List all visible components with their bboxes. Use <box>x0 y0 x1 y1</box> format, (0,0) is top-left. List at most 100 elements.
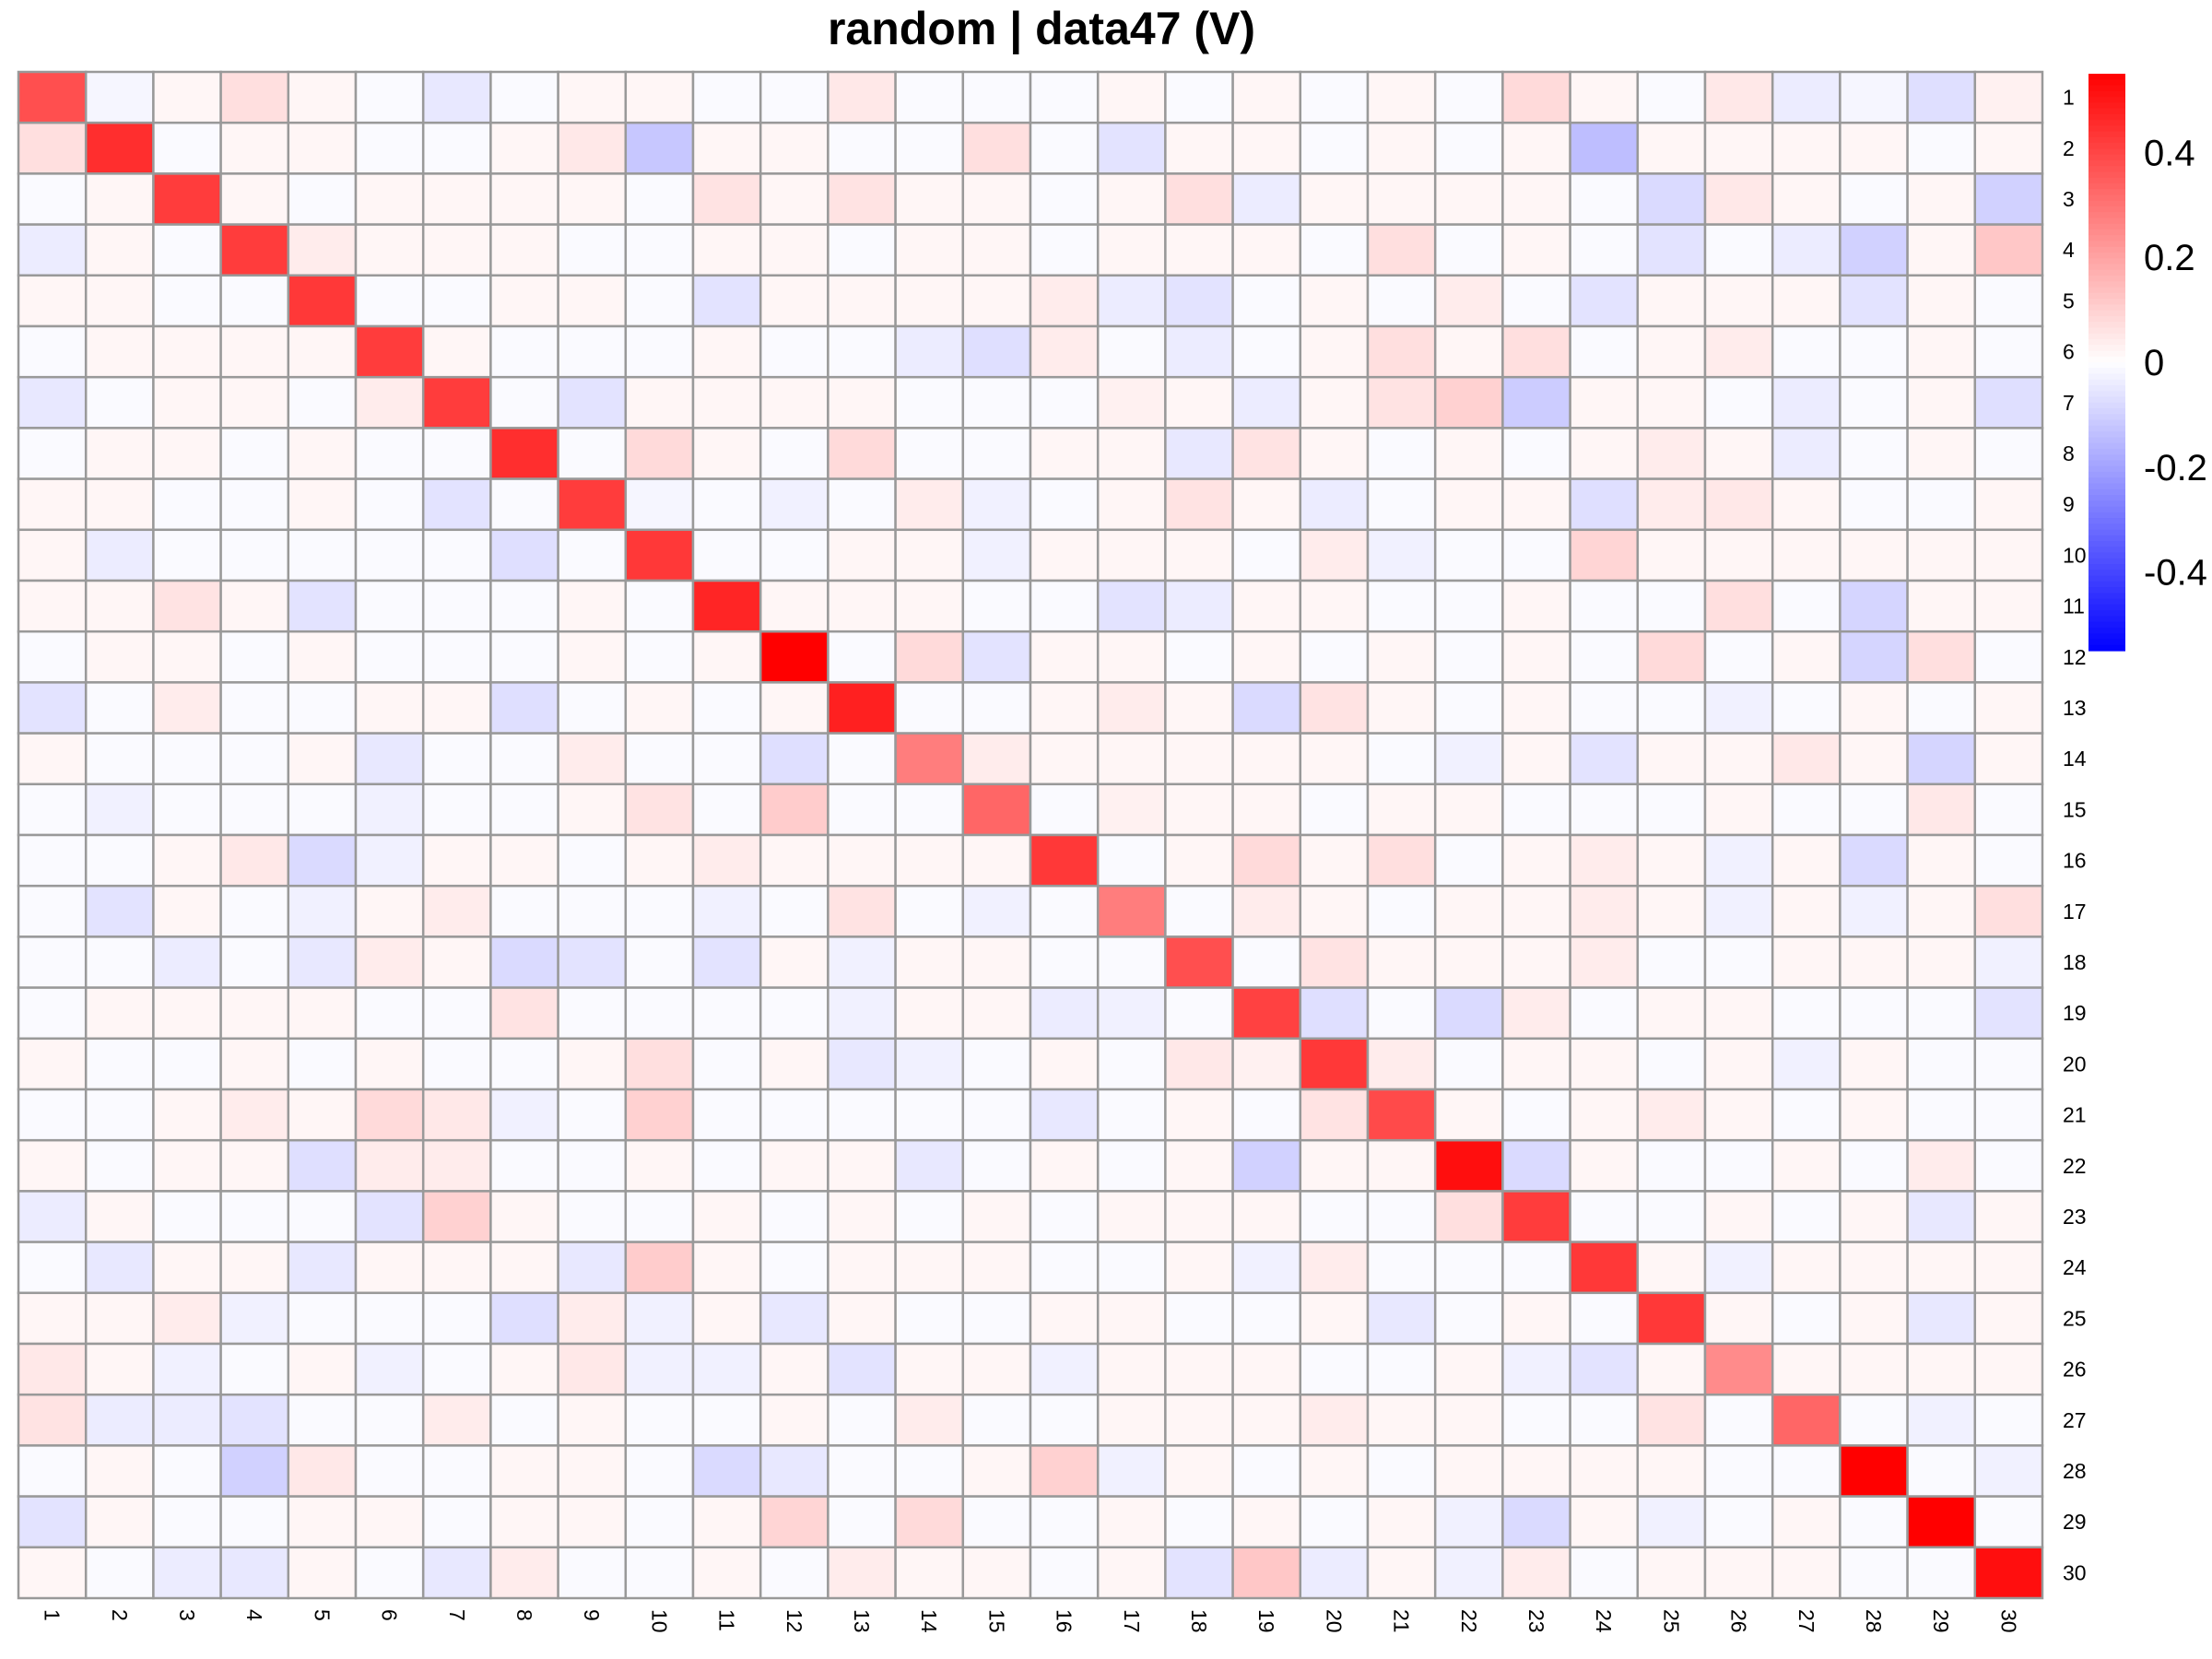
heatmap-cell-r30-c7 <box>421 1546 492 1600</box>
heatmap-cell-r14-c14 <box>894 732 965 786</box>
heatmap-cell-r28-c6 <box>354 1444 425 1498</box>
heatmap-cell-r21-c2 <box>84 1088 155 1142</box>
heatmap-cell-r26-c11 <box>691 1342 762 1396</box>
heatmap-cell-r30-c26 <box>1703 1546 1774 1600</box>
column-label: 27 <box>1794 1609 1818 1633</box>
heatmap-cell-r20-c18 <box>1164 1037 1234 1091</box>
heatmap-cell-r9-c12 <box>759 477 830 532</box>
heatmap-cell-r20-c2 <box>84 1037 155 1091</box>
legend-color-step <box>2088 506 2125 513</box>
heatmap-cell-r11-c16 <box>1029 579 1100 633</box>
heatmap-cell-r7-c23 <box>1501 375 1571 429</box>
legend-color-step <box>2088 85 2125 92</box>
heatmap-cell-r24-c28 <box>1839 1241 1909 1295</box>
heatmap-cell-r23-c14 <box>894 1190 965 1243</box>
heatmap-cell-r17-c23 <box>1501 884 1571 938</box>
heatmap-cell-r2-c20 <box>1299 121 1370 175</box>
heatmap-cell-r12-c23 <box>1501 629 1571 684</box>
heatmap-cell-r21-c24 <box>1569 1088 1640 1142</box>
heatmap-cell-r21-c15 <box>961 1088 1032 1142</box>
heatmap-cell-r19-c22 <box>1433 986 1504 1041</box>
heatmap-cell-r28-c23 <box>1501 1444 1571 1498</box>
heatmap-cell-r7-c30 <box>1973 375 2044 429</box>
heatmap-cell-r14-c22 <box>1433 732 1504 786</box>
heatmap-cell-r20-c16 <box>1029 1037 1100 1091</box>
heatmap-cell-r10-c2 <box>84 528 155 582</box>
heatmap-cell-r28-c14 <box>894 1444 965 1498</box>
heatmap-cell-r25-c27 <box>1771 1291 1841 1346</box>
heatmap-cell-r6-c27 <box>1771 324 1841 379</box>
heatmap-cell-r25-c10 <box>624 1291 695 1346</box>
heatmap-cell-r10-c27 <box>1771 528 1841 582</box>
column-label: 4 <box>242 1609 266 1621</box>
heatmap-cell-r15-c19 <box>1231 782 1302 837</box>
legend-color-step <box>2088 136 2125 144</box>
heatmap-cell-r20-c13 <box>827 1037 897 1091</box>
heatmap-cell-r4-c11 <box>691 223 762 277</box>
heatmap-cell-r23-c17 <box>1096 1190 1167 1243</box>
legend-color-step <box>2088 299 2125 305</box>
heatmap-cell-r26-c14 <box>894 1342 965 1396</box>
heatmap-cell-r1-c11 <box>691 70 762 124</box>
column-label: 11 <box>715 1609 739 1631</box>
heatmap-cell-r17-c25 <box>1636 884 1707 938</box>
heatmap-cell-r11-c10 <box>624 579 695 633</box>
column-label: 23 <box>1524 1609 1548 1633</box>
heatmap-cell-r26-c13 <box>827 1342 897 1396</box>
heatmap-cell-r30-c28 <box>1839 1546 1909 1600</box>
heatmap-cell-r25-c22 <box>1433 1291 1504 1346</box>
heatmap-cell-r28-c8 <box>489 1444 559 1498</box>
heatmap-cell-r3-c19 <box>1231 172 1302 226</box>
heatmap-cell-r25-c29 <box>1906 1291 1977 1346</box>
heatmap-cell-r1-c4 <box>219 70 290 124</box>
heatmap-cell-r1-c7 <box>421 70 492 124</box>
heatmap-cell-r27-c10 <box>624 1393 695 1447</box>
heatmap-cell-r26-c8 <box>489 1342 559 1396</box>
heatmap-cell-r17-c29 <box>1906 884 1977 938</box>
heatmap-cell-r22-c1 <box>17 1138 88 1193</box>
heatmap-cell-r19-c19 <box>1231 986 1302 1041</box>
heatmap-cell-r15-c14 <box>894 782 965 837</box>
heatmap-cell-r28-c30 <box>1973 1444 2044 1498</box>
heatmap-cell-r23-c22 <box>1433 1190 1504 1243</box>
heatmap-cell-r5-c28 <box>1839 274 1909 328</box>
heatmap-cell-r4-c14 <box>894 223 965 277</box>
heatmap-cell-r23-c23 <box>1501 1190 1571 1243</box>
heatmap-cell-r3-c9 <box>557 172 628 226</box>
legend-color-step <box>2088 460 2125 467</box>
heatmap-cell-r29-c15 <box>961 1495 1032 1549</box>
heatmap-cell-r4-c15 <box>961 223 1032 277</box>
heatmap-cell-r18-c12 <box>759 935 830 989</box>
heatmap-cell-r17-c27 <box>1771 884 1841 938</box>
heatmap-cell-r13-c30 <box>1973 681 2044 735</box>
heatmap-cell-r6-c1 <box>17 324 88 379</box>
heatmap-cell-r11-c28 <box>1839 579 1909 633</box>
heatmap-cell-r17-c15 <box>961 884 1032 938</box>
heatmap-cell-r28-c24 <box>1569 1444 1640 1498</box>
heatmap-cell-r21-c19 <box>1231 1088 1302 1142</box>
heatmap-cell-r5-c1 <box>17 274 88 328</box>
heatmap-cell-r24-c23 <box>1501 1241 1571 1295</box>
heatmap-cell-r29-c2 <box>84 1495 155 1549</box>
heatmap-cell-r14-c20 <box>1299 732 1370 786</box>
heatmap-cell-r30-c9 <box>557 1546 628 1600</box>
heatmap-cell-r6-c5 <box>287 324 358 379</box>
row-label: 17 <box>2063 900 2087 924</box>
heatmap-cell-r12-c12 <box>759 629 830 684</box>
heatmap-cell-r29-c27 <box>1771 1495 1841 1549</box>
column-label: 10 <box>647 1609 671 1633</box>
heatmap-cell-r30-c2 <box>84 1546 155 1600</box>
heatmap-cell-r29-c4 <box>219 1495 290 1549</box>
heatmap-cell-r29-c6 <box>354 1495 425 1549</box>
heatmap-cell-r20-c10 <box>624 1037 695 1091</box>
heatmap-cell-r14-c23 <box>1501 732 1571 786</box>
heatmap-cell-r13-c22 <box>1433 681 1504 735</box>
heatmap-cell-r15-c30 <box>1973 782 2044 837</box>
legend-color-step <box>2088 171 2125 179</box>
heatmap-cell-r8-c21 <box>1366 427 1437 480</box>
heatmap-cell-r25-c24 <box>1569 1291 1640 1346</box>
heatmap-cell-r19-c26 <box>1703 986 1774 1041</box>
column-label: 20 <box>1322 1609 1346 1633</box>
heatmap-cell-r10-c12 <box>759 528 830 582</box>
heatmap-cell-r24-c7 <box>421 1241 492 1295</box>
